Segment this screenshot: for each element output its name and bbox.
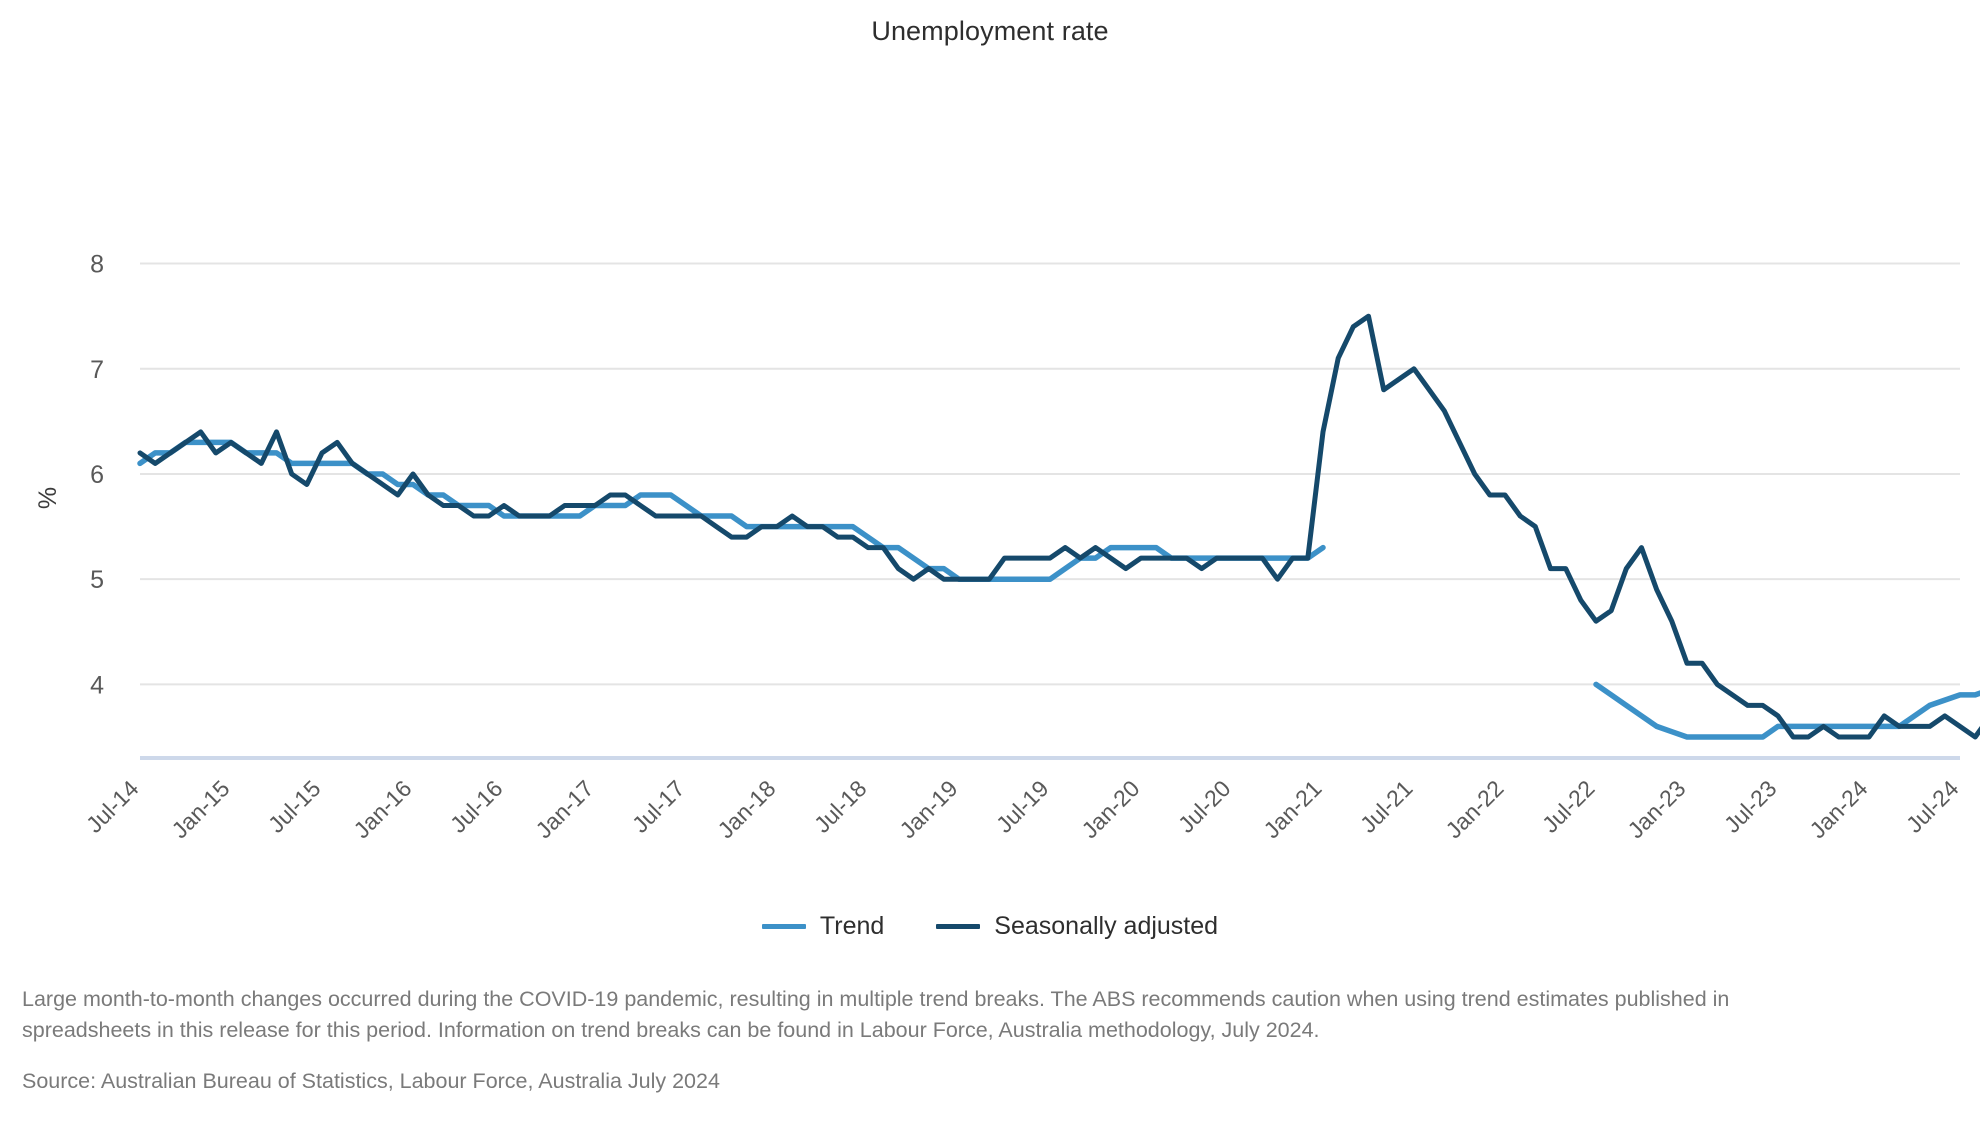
x-tick-label: Jan-15 [166, 775, 234, 843]
x-tick-label: Jul-19 [991, 775, 1054, 838]
legend-item-trend[interactable]: Trend [761, 912, 885, 941]
y-tick-labels-group: 4 5 6 7 8 [90, 251, 104, 700]
x-tick-label: Jul-24 [1901, 775, 1964, 838]
x-tick-label: Jan-20 [1076, 775, 1144, 843]
series-line-seasonally-adjusted [137, 313, 1980, 740]
legend-swatch-trend [761, 924, 806, 929]
series-line-trend [137, 439, 1326, 582]
y-axis-title-group: % [34, 487, 62, 509]
x-tick-label: Jul-21 [1355, 775, 1418, 838]
chart-plot-area: 4 5 6 7 8 Jul-14 Jan-15 Jul-15 Jan-16 Jul-16 Jan-… [34, 251, 1980, 843]
chart-title: Unemployment rate [871, 16, 1109, 46]
y-axis-title: % [34, 487, 62, 509]
data-series-group [137, 313, 1980, 740]
x-tick-label: Jul-17 [627, 775, 690, 838]
x-tick-label: Jan-16 [348, 775, 416, 843]
y-tick-label: 6 [90, 461, 104, 489]
chart-source: Source: Australian Bureau of Statistics,… [22, 1069, 720, 1093]
x-tick-label: Jul-16 [445, 775, 508, 838]
legend-item-seasonally-adjusted[interactable]: Seasonally adjusted [936, 912, 1218, 941]
x-tick-label: Jan-18 [712, 775, 780, 843]
x-tick-label: Jul-15 [263, 775, 326, 838]
chart-legend: Trend Seasonally adjusted [0, 912, 1980, 941]
x-tick-label: Jan-19 [894, 775, 962, 843]
x-tick-labels-group: Jul-14 Jan-15 Jul-15 Jan-16 Jul-16 Jan-17 Jul-… [81, 775, 1964, 843]
x-tick-label: Jan-24 [1804, 775, 1872, 843]
x-tick-label: Jul-22 [1537, 775, 1600, 838]
x-tick-label: Jul-23 [1719, 775, 1782, 838]
x-tick-label: Jul-18 [809, 775, 872, 838]
x-tick-label: Jan-21 [1258, 775, 1326, 843]
x-tick-label: Jan-22 [1440, 775, 1508, 843]
y-tick-label: 5 [90, 566, 104, 594]
legend-label-trend: Trend [819, 912, 885, 940]
y-tick-label: 7 [90, 356, 104, 384]
legend-swatch-seasonally-adjusted [936, 924, 981, 929]
legend-label-seasonally-adjusted: Seasonally adjusted [994, 912, 1219, 940]
x-tick-label: Jul-14 [81, 775, 144, 838]
y-tick-label: 4 [90, 671, 104, 699]
chart-footnote: Large month-to-month changes occurred du… [22, 987, 1730, 1042]
x-tick-label: Jul-20 [1173, 775, 1236, 838]
x-tick-label: Jan-17 [530, 775, 598, 843]
y-tick-label: 8 [90, 251, 104, 279]
x-tick-label: Jan-23 [1622, 775, 1690, 843]
